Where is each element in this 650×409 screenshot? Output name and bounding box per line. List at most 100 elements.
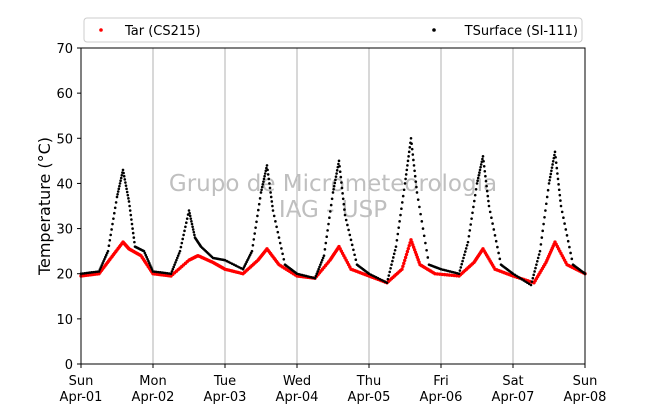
- data-point-interp: [458, 269, 462, 272]
- data-point: [322, 254, 326, 257]
- data-point-interp: [350, 243, 354, 247]
- data-point-interp: [147, 260, 150, 263]
- x-tick-label-date: Apr-04: [276, 390, 319, 405]
- data-point: [457, 272, 461, 276]
- data-point-interp: [557, 183, 560, 186]
- data-point-interp: [282, 257, 286, 261]
- data-point-interp: [268, 186, 272, 190]
- data-point-interp: [540, 236, 544, 239]
- data-point-interp: [332, 184, 336, 188]
- data-point-interp: [271, 204, 274, 208]
- data-point-interp: [554, 161, 558, 164]
- data-point-interp: [104, 255, 107, 259]
- data-point-interp: [188, 214, 192, 218]
- data-point-interp: [344, 218, 348, 222]
- data-point: [403, 182, 407, 185]
- data-point-interp: [258, 197, 262, 200]
- data-point-interp: [541, 229, 544, 233]
- data-point-interp: [183, 229, 186, 233]
- data-point-interp: [539, 243, 543, 246]
- data-point-interp: [193, 233, 196, 237]
- data-point-interp: [531, 276, 535, 280]
- data-point-interp: [317, 267, 320, 271]
- data-point-interp: [171, 267, 175, 271]
- watermark: Grupo de Micrometeorologia IAG - USP: [169, 171, 497, 223]
- data-point-interp: [122, 174, 126, 178]
- data-point-interp: [105, 251, 109, 255]
- data-point-interp: [124, 181, 127, 184]
- data-point-interp: [422, 234, 426, 238]
- data-point-interp: [551, 160, 555, 163]
- x-tick-label-date: Apr-02: [132, 390, 175, 405]
- data-point-interp: [570, 257, 574, 261]
- data-point-interp: [560, 210, 564, 214]
- data-point-interp: [132, 236, 136, 239]
- data-point-interp: [116, 190, 120, 193]
- data-point-interp: [113, 211, 116, 215]
- data-point-interp: [176, 256, 179, 260]
- data-point-interp: [145, 255, 148, 259]
- data-point-interp: [107, 244, 111, 248]
- data-point-interp: [101, 262, 104, 265]
- data-point-interp: [557, 188, 561, 192]
- data-point-interp: [143, 251, 147, 255]
- data-point-interp: [318, 265, 321, 269]
- data-point: [115, 195, 119, 199]
- data-point-interp: [492, 228, 496, 231]
- data-point-interp: [131, 227, 134, 230]
- data-point-interp: [555, 166, 559, 170]
- x-axis: SunApr-01MonApr-02TueApr-03WedApr-04ThuA…: [60, 364, 606, 405]
- data-point-interp: [404, 177, 407, 181]
- data-point-interp: [179, 245, 183, 249]
- data-point-interp: [479, 163, 483, 166]
- data-point-interp: [252, 238, 256, 241]
- data-point-interp: [255, 220, 258, 224]
- data-point-interp: [118, 184, 121, 188]
- data-point-interp: [537, 253, 541, 256]
- data-point-interp: [460, 262, 464, 266]
- data-point-interp: [268, 182, 271, 185]
- data-point-interp: [342, 202, 346, 206]
- data-point-interp: [399, 213, 402, 217]
- data-point-interp: [333, 181, 337, 185]
- data-point-interp: [130, 218, 133, 221]
- data-point-interp: [111, 222, 114, 226]
- data-point-interp: [532, 273, 535, 277]
- data-point: [331, 191, 335, 194]
- data-point-interp: [389, 266, 392, 270]
- data-point-interp: [459, 266, 463, 269]
- data-point-interp: [177, 252, 181, 255]
- data-point-interp: [390, 263, 393, 266]
- data-point-interp: [410, 142, 413, 146]
- data-point-interp: [472, 205, 475, 209]
- y-tick-label: 60: [56, 87, 73, 102]
- data-point-interp: [320, 258, 324, 262]
- data-point-interp: [481, 157, 484, 161]
- data-point: [127, 200, 131, 203]
- data-point-interp: [559, 199, 562, 202]
- data-point: [178, 249, 182, 253]
- data-point-interp: [270, 200, 274, 203]
- data-point-interp: [548, 178, 551, 182]
- data-point-interp: [319, 263, 322, 266]
- legend-box: [83, 17, 583, 43]
- watermark-line-2: IAG - USP: [279, 197, 387, 223]
- x-tick-label-day: Mon: [139, 374, 166, 389]
- data-point-interp: [320, 261, 323, 264]
- plot-frame: [80, 47, 586, 365]
- data-point-interp: [461, 259, 464, 263]
- data-point-interp: [261, 183, 265, 186]
- data-point-interp: [545, 195, 549, 199]
- data-point-interp: [493, 234, 497, 237]
- data-point-interp: [326, 229, 329, 232]
- data-point-interp: [334, 175, 338, 178]
- data-point: [475, 182, 479, 185]
- data-point: [271, 209, 275, 212]
- data-point-interp: [396, 232, 400, 236]
- data-point-interp: [470, 217, 473, 220]
- data-point-interp: [392, 252, 396, 256]
- data-point-interp: [403, 258, 407, 263]
- data-point: [529, 283, 533, 287]
- data-point: [169, 272, 173, 276]
- data-point-interp: [563, 222, 566, 225]
